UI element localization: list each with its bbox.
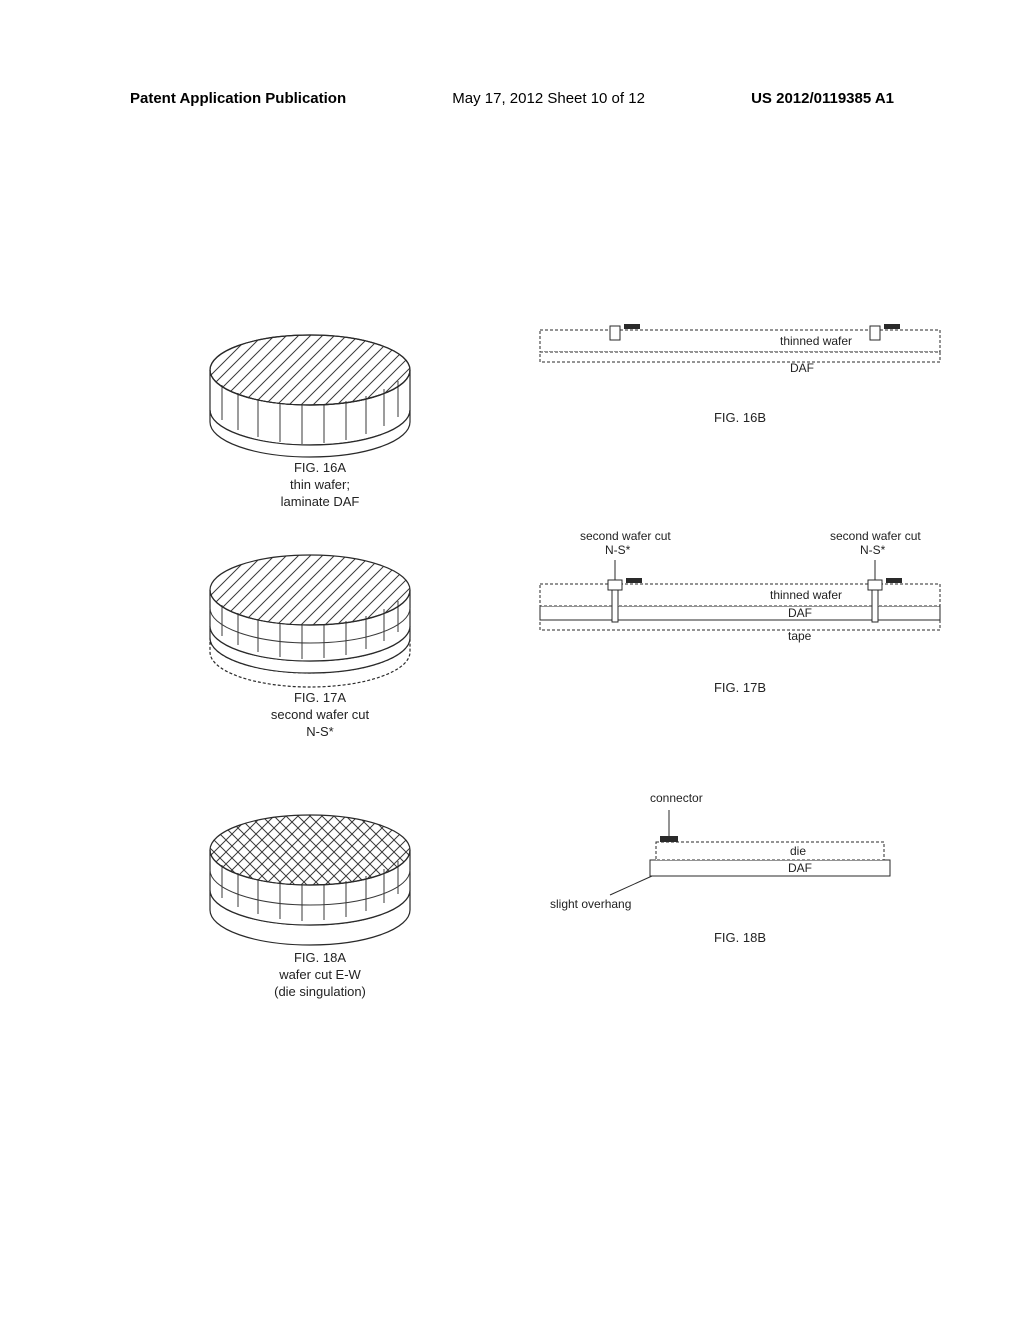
fig18b-connector: connector xyxy=(650,791,703,805)
fig17b-wafer: thinned wafer xyxy=(770,588,842,602)
fig18b-cross: connector die DAF slight overhang xyxy=(530,780,950,930)
fig18b-title: FIG. 18B xyxy=(530,930,950,947)
fig18a-title: FIG. 18A xyxy=(190,950,450,967)
fig17a-title: FIG. 17A xyxy=(190,690,450,707)
fig16b-label-daf: DAF xyxy=(790,361,814,375)
fig17a-sub1: second wafer cut xyxy=(190,707,450,724)
fig17a-wafer xyxy=(190,520,430,690)
fig17b-cut1b: N-S* xyxy=(605,543,631,557)
fig17a-sub2: N-S* xyxy=(190,724,450,741)
fig18b-die: die xyxy=(790,844,806,858)
fig17b-daf: DAF xyxy=(788,606,812,620)
fig17b-cut2b: N-S* xyxy=(860,543,886,557)
fig16a-sub1: thin wafer; xyxy=(190,477,450,494)
header-center: May 17, 2012 Sheet 10 of 12 xyxy=(452,90,645,107)
fig17b-tape: tape xyxy=(788,629,812,643)
fig17b-title: FIG. 17B xyxy=(530,680,950,697)
fig16a-wafer xyxy=(190,300,430,460)
fig18a-sub2: (die singulation) xyxy=(190,984,450,1001)
fig18a-sub1: wafer cut E-W xyxy=(190,967,450,984)
fig16b-cross: thinned wafer DAF xyxy=(530,300,950,410)
fig16a-sub2: laminate DAF xyxy=(190,494,450,511)
fig18b-daf: DAF xyxy=(788,861,812,875)
fig17b-cut1: second wafer cut xyxy=(580,529,671,543)
header-left: Patent Application Publication xyxy=(130,90,346,107)
fig16b-label-wafer: thinned wafer xyxy=(780,334,852,348)
fig17b-cut2: second wafer cut xyxy=(830,529,921,543)
fig17b-cross: second wafer cut N-S* second wafer cut N… xyxy=(530,520,950,680)
fig16a-title: FIG. 16A xyxy=(190,460,450,477)
header-right: US 2012/0119385 A1 xyxy=(751,90,894,107)
fig18b-overhang: slight overhang xyxy=(550,897,631,911)
fig16b-title: FIG. 16B xyxy=(530,410,950,427)
fig18a-wafer xyxy=(190,780,430,950)
